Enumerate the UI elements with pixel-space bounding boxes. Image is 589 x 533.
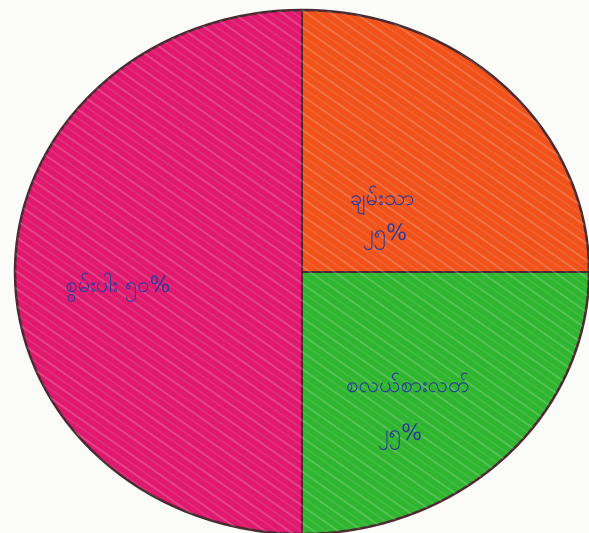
slice-value-label-2: ၂၅% [363,221,407,250]
slice-value-label-3: ၂၅% [378,421,422,450]
pie-slice-texture-2 [302,10,589,272]
pie-slice-texture-3 [302,272,589,533]
slice-label-2: ချမ်းသာ [350,185,414,215]
texture-layer [15,10,589,533]
slice-label-1: စွမ်းပါး ၅၀% [65,272,170,303]
labels-layer: စွမ်းပါး ၅၀%ချမ်းသာ၂၅%စလယ်စားလတ်၂၅% [65,185,469,450]
pie-slice-texture-1 [15,10,302,533]
slice-label-3: စလယ်စားလတ် [346,372,469,398]
